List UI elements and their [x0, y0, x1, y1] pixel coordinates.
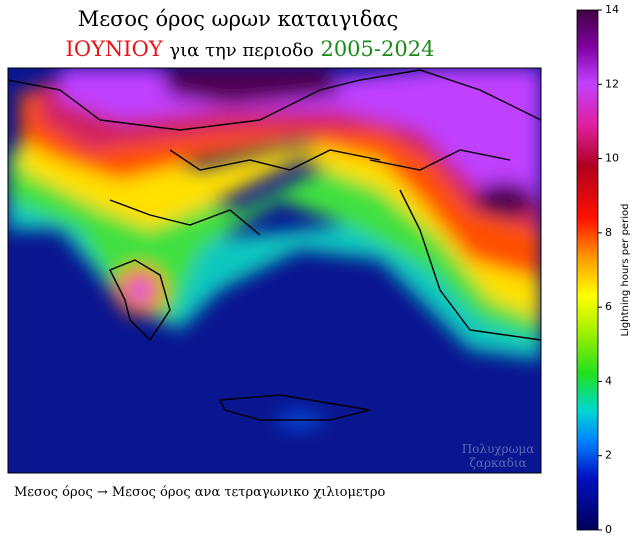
colorbar-tick-label: 4: [605, 374, 612, 387]
watermark: ζαρκαδια: [469, 456, 526, 470]
colorbar: [576, 9, 599, 531]
title-line2: ΙΟΥΝΙΟΥ για την περιοδο 2005-2024: [66, 37, 435, 61]
colorbar-tick-label: 14: [605, 3, 619, 16]
colorbar-tick-label: 8: [605, 226, 612, 239]
colorbar-tick-label: 12: [605, 77, 619, 90]
colorbar-tick-label: 10: [605, 152, 619, 165]
colorbar-tick-label: 6: [605, 300, 612, 313]
title-period: 2005-2024: [320, 37, 434, 61]
caption: Μεσος όρος → Μεσος όρος ανα τετραγωνικο …: [14, 485, 386, 500]
map-frame: [7, 67, 542, 474]
watermark: Πολυχρωμα: [462, 442, 535, 456]
title-month: ΙΟΥΝΙΟΥ: [66, 37, 164, 61]
map: [8, 68, 541, 473]
colorbar-tick-label: 0: [605, 523, 612, 536]
title-line1: Μεσος όρος ωρων καταιγιδας: [78, 7, 399, 31]
colorbar-tick-label: 2: [605, 449, 612, 462]
title-middle: για την περιοδο: [169, 40, 313, 61]
colorbar-label: Lightning hours per period: [620, 204, 631, 337]
